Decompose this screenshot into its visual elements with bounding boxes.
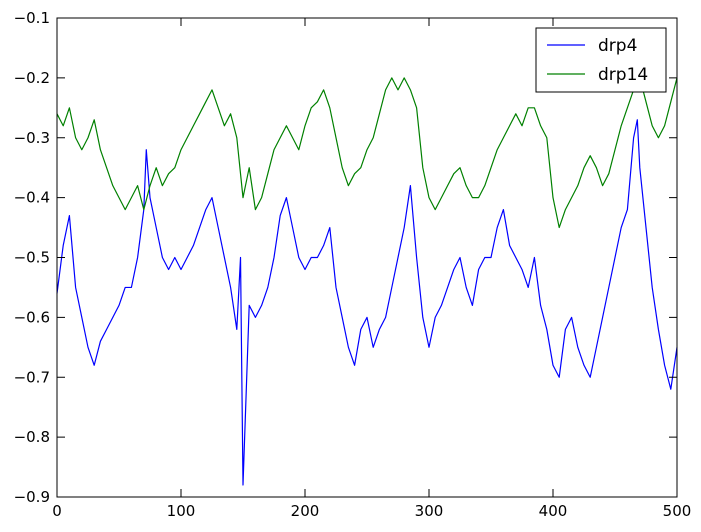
series-layer [56,77,678,486]
x-tick-label: 500 [663,502,692,520]
x-tick-label: 0 [52,502,62,520]
legend-box [535,27,667,93]
x-tick-label: 300 [415,502,444,520]
y-tick-label: −0.1 [14,9,50,27]
legend-label-drp4: drp4 [598,36,637,56]
x-tick-label: 200 [291,502,320,520]
y-tick-label: −0.5 [14,249,50,267]
y-tick-label: −0.6 [14,308,50,326]
ticks-layer [56,17,678,498]
tick-labels-layer: 0 100 200 300 400 500 −0.1 −0.2 −0.3 −0.4 −0.5 −0.6… [14,9,692,520]
y-tick-label: −0.8 [14,428,50,446]
y-tick-label: −0.2 [14,69,50,87]
y-tick-label: −0.9 [14,488,50,506]
legend: drp4 drp14 [535,27,667,93]
y-tick-label: −0.3 [14,129,50,147]
x-tick-label: 400 [539,502,568,520]
series-line-drp4 [56,119,678,486]
legend-label-drp14: drp14 [598,65,648,85]
x-tick-label: 100 [167,502,196,520]
y-tick-label: −0.7 [14,368,50,386]
y-tick-label: −0.4 [14,189,50,207]
series-line-drp14 [56,77,678,229]
